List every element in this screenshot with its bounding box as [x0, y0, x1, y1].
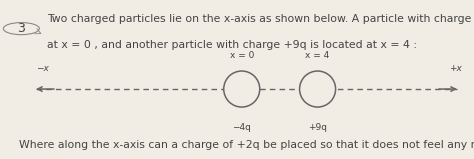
Text: −x: −x [36, 64, 49, 73]
Text: at x = 0 , and another particle with charge +9q is located at x = 4 :: at x = 0 , and another particle with cha… [47, 40, 418, 49]
Text: x = 4: x = 4 [305, 51, 330, 60]
Text: +x: +x [448, 64, 462, 73]
Text: x = 0: x = 0 [229, 51, 254, 60]
Text: Two charged particles lie on the x-axis as shown below. A particle with charge −: Two charged particles lie on the x-axis … [47, 14, 474, 24]
Ellipse shape [224, 71, 260, 107]
Ellipse shape [300, 71, 336, 107]
Text: Where along the x-axis can a charge of +2q be placed so that it does not feel an: Where along the x-axis can a charge of +… [19, 140, 474, 150]
Text: +9q: +9q [308, 123, 327, 132]
Text: −4q: −4q [232, 123, 251, 132]
Text: 3: 3 [18, 22, 25, 35]
